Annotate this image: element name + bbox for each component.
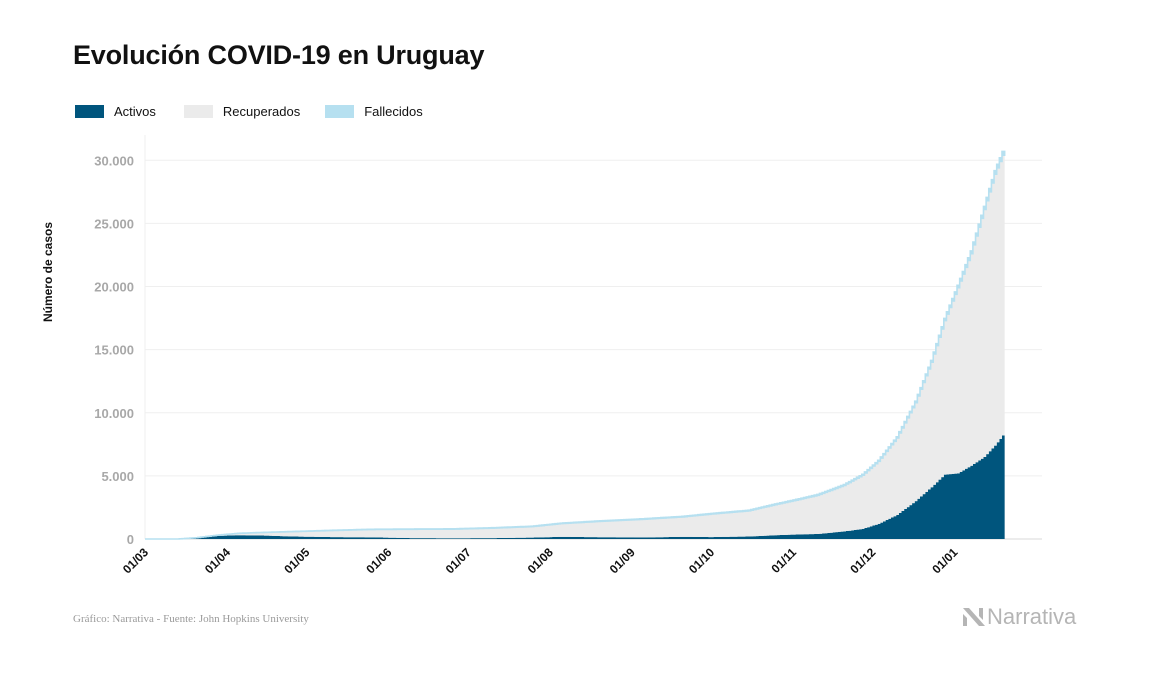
legend-swatch-activos [75,105,104,118]
narrativa-logo: Narrativa [963,604,1076,630]
x-tick-label: 01/06 [363,545,394,576]
x-tick-label: 01/07 [443,545,474,576]
y-tick-label: 5.000 [101,469,134,484]
legend: Activos Recuperados Fallecidos [75,104,449,119]
y-tick-label: 30.000 [94,153,134,168]
legend-item-recuperados: Recuperados [183,104,301,119]
legend-label-recuperados: Recuperados [222,104,301,119]
legend-label-activos: Activos [114,104,156,119]
source-note: Gráfico: Narrativa - Fuente: John Hopkin… [73,613,309,625]
y-tick-label: 15.000 [94,343,134,358]
legend-swatch-fallecidos [325,105,355,118]
legend-label-fallecidos: Fallecidos [364,104,423,119]
stacked-areas [145,150,1006,540]
legend-item-activos: Activos [75,104,156,119]
series-area-recuperados [145,155,1005,539]
x-tick-label: 01/05 [281,545,312,576]
y-tick-label: 25.000 [94,216,134,231]
x-tick-label: 01/10 [686,545,717,576]
y-tick-label: 0 [127,532,134,547]
brand-name: Narrativa [987,604,1077,629]
x-tick-label: 01/11 [768,545,799,576]
chart-title: Evolución COVID-19 en Uruguay [73,40,485,70]
narrativa-logo-icon [963,608,985,626]
y-axis-ticks: 0 5.000 10.000 15.000 20.000 25.000 30.000 [94,153,134,547]
x-axis-ticks: 01/03 01/04 01/05 01/06 01/07 01/08 01/09 01/10… [120,545,961,576]
x-tick-label: 01/04 [202,545,233,576]
legend-item-fallecidos: Fallecidos [325,104,423,119]
x-tick-label: 01/01 [929,545,960,576]
x-tick-label: 01/03 [120,545,151,576]
y-tick-label: 10.000 [94,406,134,421]
series-area-activos [145,435,1005,539]
x-tick-label: 01/12 [847,545,878,576]
x-tick-label: 01/09 [607,545,638,576]
x-tick-label: 01/08 [525,545,556,576]
legend-swatch-recuperados [183,105,213,118]
y-tick-label: 20.000 [94,280,134,295]
series-area-fallecidos [145,150,1006,540]
